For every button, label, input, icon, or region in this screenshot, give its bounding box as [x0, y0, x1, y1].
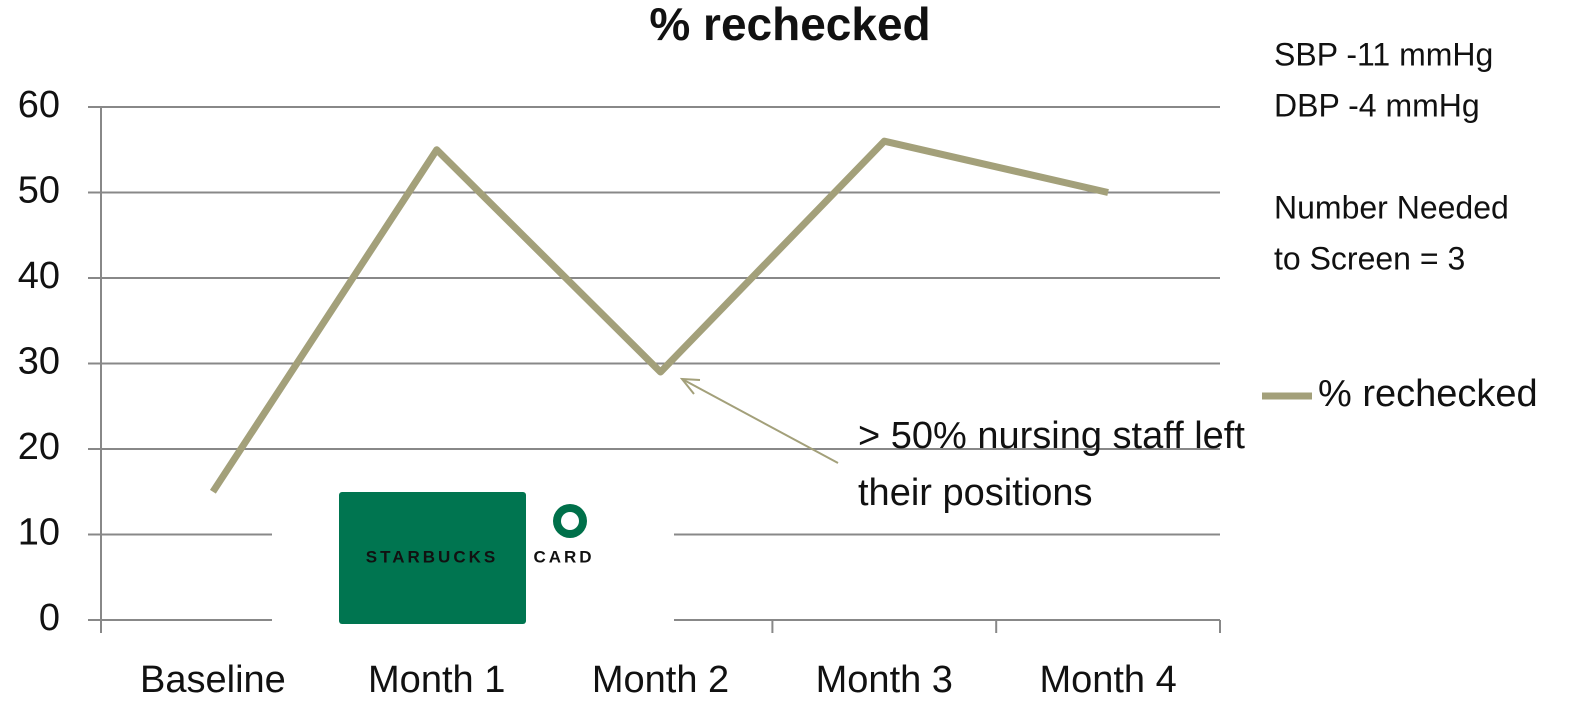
y-tick-label: 10	[18, 512, 60, 554]
annotation-arrowhead	[679, 377, 701, 395]
note: Number Needed	[1274, 189, 1509, 225]
x-tick-label: Baseline	[140, 659, 286, 701]
note: DBP -4 mmHg	[1274, 87, 1480, 123]
starbucks-card	[339, 492, 526, 624]
y-tick-label: 20	[18, 426, 60, 468]
x-tick-label: Month 4	[1039, 659, 1176, 701]
plot: % rechecked	[209, 137, 1538, 494]
legend-label: % rechecked	[1318, 373, 1538, 415]
y-tick-label: 30	[18, 341, 60, 383]
note: SBP -11 mmHg	[1274, 36, 1493, 72]
grid: 0 10 20 30 40 50 60 Baseline Month 1 Month 2 Month…	[18, 84, 1221, 701]
y-tick-label: 50	[18, 170, 60, 212]
y-tick-label: 60	[18, 84, 60, 126]
y-tick-label: 40	[18, 255, 60, 297]
annotation: their positions	[858, 472, 1092, 514]
x-tick-label: Month 3	[816, 659, 953, 701]
x-tick-label: Month 1	[368, 659, 505, 701]
annotation-arrow	[681, 378, 839, 464]
card-text: CARD	[533, 547, 594, 566]
starbucks-logo	[561, 512, 579, 530]
x-tick-label: Month 2	[592, 659, 729, 701]
chart-title: % rechecked	[649, 0, 930, 50]
y-tick-label: 0	[39, 597, 60, 639]
card-text: STARBUCKS	[366, 547, 498, 566]
data-line	[209, 137, 1109, 494]
annotation: > 50% nursing staff left	[858, 415, 1245, 457]
note: to Screen = 3	[1274, 240, 1465, 276]
